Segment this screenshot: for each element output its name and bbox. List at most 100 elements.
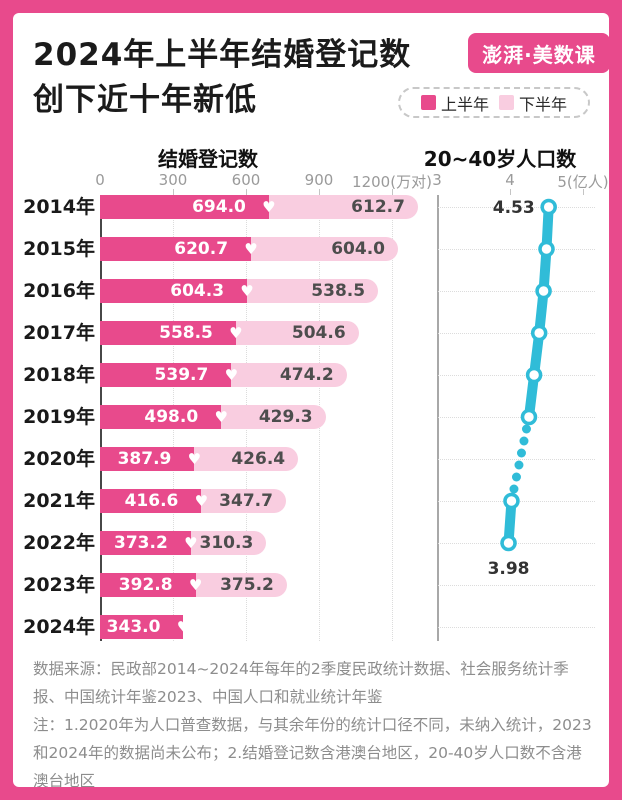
x-axis-tick-label: 3: [432, 171, 442, 189]
heart-icon: ♥: [244, 240, 258, 258]
second-half-bar: 426.4: [194, 447, 299, 471]
first-half-value: 694.0: [192, 197, 246, 217]
second-half-value: 426.4: [231, 449, 286, 469]
second-half-bar: 612.7: [268, 195, 418, 219]
first-half-value: 558.5: [159, 323, 213, 343]
second-half-bar: 604.0: [251, 237, 398, 261]
line-chart-axis-line: [437, 195, 439, 641]
grid-line-horizontal: [438, 627, 595, 628]
x-axis-tick-label: 5(亿人): [557, 173, 609, 191]
first-half-bar: 343.0: [100, 615, 184, 639]
title-line-2: 创下近十年新低: [33, 82, 257, 118]
legend-item-second-half: 下半年: [499, 91, 567, 115]
brand-logo: 澎湃·美数课: [468, 33, 609, 73]
last-point-label: 3.98: [488, 559, 530, 579]
first-half-value: 416.6: [124, 491, 179, 511]
x-axis-tick-label: 4: [505, 171, 515, 189]
dotted-gap-dot: [514, 460, 524, 470]
grid-line-horizontal: [438, 417, 595, 418]
bar-chart-title: 结婚登记数: [158, 147, 258, 171]
year-label: 2019年: [23, 406, 95, 428]
heart-icon: ♥: [224, 366, 239, 384]
second-half-value: 612.7: [351, 197, 405, 217]
first-point-label: 4.53: [493, 198, 535, 218]
dotted-gap-dot: [516, 448, 526, 458]
first-half-value: 387.9: [117, 449, 172, 469]
footnote-text: 注：1.2020年为人口普查数据，与其余年份的统计口径不同，未纳入统计，2023…: [33, 716, 592, 787]
footer-notes: 数据来源：民政部2014~2024年每年的2季度民政统计数据、社会服务统计季报、…: [33, 655, 595, 787]
first-half-bar: 373.2: [100, 531, 191, 555]
year-label: 2021年: [23, 490, 95, 512]
grid-line-horizontal: [438, 333, 595, 334]
second-half-value: 538.5: [311, 281, 366, 301]
second-half-bar: 474.2: [231, 363, 347, 387]
second-half-value: 604.0: [331, 239, 385, 259]
year-label: 2023年: [23, 574, 95, 596]
dotted-gap-dot: [509, 484, 519, 494]
second-half-bar: 375.2: [195, 573, 287, 597]
first-half-bar: 539.7: [100, 363, 232, 387]
legend-item-first-half: 上半年: [420, 91, 489, 115]
legend-swatch-first-half: [420, 95, 436, 110]
year-label: 2020年: [23, 448, 95, 470]
infographic-card: 2024年上半年结婚登记数 创下近十年新低 澎湃·美数课 上半年 下半年 结婚登…: [13, 13, 609, 787]
year-label: 2014年: [23, 196, 95, 218]
heart-icon: ♥: [194, 492, 209, 510]
first-half-bar: 620.7: [100, 237, 252, 261]
second-half-bar: 538.5: [247, 279, 379, 303]
second-half-bar: 504.6: [235, 321, 359, 345]
legend-label-first-half: 上半年: [440, 94, 489, 114]
line-chart-title: 20~40岁人口数: [423, 147, 577, 171]
second-half-value: 375.2: [220, 575, 274, 595]
title-line-1: 2024年上半年结婚登记数: [33, 37, 412, 73]
grid-line-horizontal: [438, 375, 595, 376]
first-half-value: 604.3: [170, 281, 225, 301]
first-half-value: 620.7: [174, 239, 229, 259]
second-half-value: 429.3: [258, 407, 313, 427]
line-segment: [529, 328, 545, 380]
x-axis-tick-label: 300: [158, 171, 188, 189]
data-source-text: 数据来源：民政部2014~2024年每年的2季度民政统计数据、社会服务统计季报、…: [33, 660, 569, 706]
x-axis-tick: [583, 189, 584, 195]
second-half-value: 504.6: [291, 323, 346, 343]
year-label: 2017年: [23, 322, 95, 344]
grid-line-horizontal: [438, 249, 595, 250]
second-half-bar: 347.7: [201, 489, 286, 513]
legend: 上半年 下半年: [398, 87, 590, 118]
first-half-bar: 558.5: [100, 321, 236, 345]
line-segment: [534, 286, 549, 338]
legend-label-second-half: 下半年: [519, 94, 568, 114]
year-label: 2024年: [23, 616, 95, 638]
year-label: 2015年: [23, 238, 95, 260]
year-label: 2016年: [23, 280, 95, 302]
line-segment: [503, 496, 517, 548]
x-axis-tick: [392, 189, 393, 195]
dotted-gap-dot: [521, 424, 531, 434]
heart-icon: ♥: [176, 618, 191, 636]
heart-icon: ♥: [187, 450, 202, 468]
heart-icon: ♥: [188, 576, 203, 594]
line-segment: [538, 244, 552, 296]
heart-icon: ♥: [229, 324, 243, 342]
first-half-value: 539.7: [154, 365, 209, 385]
legend-swatch-second-half: [499, 95, 514, 110]
x-axis-tick: [246, 189, 247, 195]
heart-icon: ♥: [214, 408, 228, 426]
first-half-bar: 387.9: [100, 447, 195, 471]
heart-icon: ♥: [184, 534, 198, 552]
grid-line-horizontal: [438, 585, 595, 586]
first-half-value: 392.8: [118, 575, 173, 595]
grid-line-horizontal: [438, 501, 595, 502]
x-axis-tick-label: 600: [231, 171, 261, 189]
line-segment: [541, 202, 554, 254]
year-label: 2018年: [23, 364, 95, 386]
page-title: 2024年上半年结婚登记数 创下近十年新低: [33, 33, 411, 123]
x-axis-tick: [510, 189, 511, 195]
first-half-bar: 604.3: [100, 279, 248, 303]
heart-icon: ♥: [262, 198, 276, 216]
x-axis-tick-label: 900: [304, 171, 334, 189]
first-half-bar: 694.0: [100, 195, 269, 219]
first-half-value: 343.0: [106, 617, 161, 637]
heart-icon: ♥: [240, 282, 254, 300]
